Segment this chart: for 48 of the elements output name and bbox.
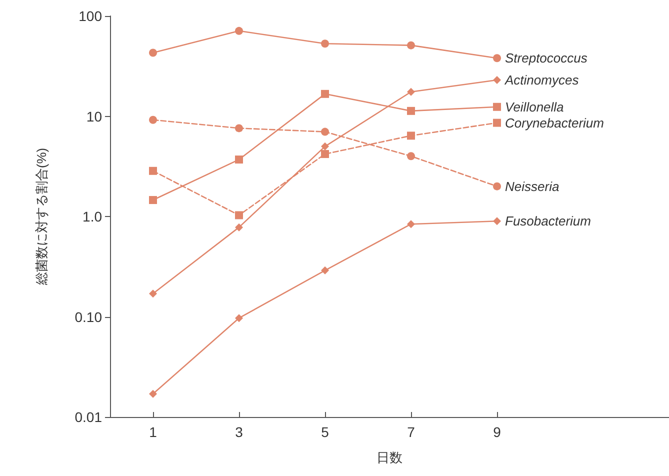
point xyxy=(407,152,415,160)
x-tick-label: 3 xyxy=(235,424,244,440)
series-label: Corynebacterium xyxy=(505,115,604,130)
point xyxy=(407,41,415,50)
series-label: Fusobacterium xyxy=(505,214,592,229)
point xyxy=(149,116,157,124)
x-tick-label: 1 xyxy=(149,424,158,440)
point xyxy=(235,211,243,220)
y-tick-label: 10 xyxy=(86,108,102,124)
y-tick-label: 0.10 xyxy=(74,308,102,325)
point xyxy=(493,182,501,190)
point xyxy=(321,90,329,98)
point xyxy=(321,128,329,136)
point xyxy=(321,150,329,158)
point xyxy=(493,217,501,226)
x-axis-title: 日数 xyxy=(376,450,402,465)
y-axis-title: 総菌数に対する割合(%) xyxy=(34,148,49,286)
x-tick-label: 9 xyxy=(493,424,502,440)
point xyxy=(321,142,329,150)
point xyxy=(493,102,501,111)
series-label: Neisseria xyxy=(505,178,560,194)
point xyxy=(235,314,243,322)
point xyxy=(493,76,501,84)
point xyxy=(149,290,157,298)
x-tick-label: 7 xyxy=(407,424,416,440)
y-tick-label: 100 xyxy=(78,8,102,24)
point xyxy=(407,106,415,115)
point xyxy=(493,118,501,127)
point xyxy=(149,390,157,398)
point xyxy=(235,223,243,232)
point xyxy=(321,266,329,274)
point xyxy=(407,132,415,140)
point xyxy=(321,40,329,48)
series-label: Streptococcus xyxy=(505,50,588,66)
point xyxy=(149,196,157,204)
y-tick-label: 1.0 xyxy=(82,208,102,224)
point xyxy=(149,166,157,175)
point xyxy=(149,48,157,57)
series-label: Actinomyces xyxy=(504,72,580,88)
point xyxy=(493,54,501,62)
point xyxy=(235,156,243,164)
point xyxy=(407,88,415,96)
point xyxy=(235,124,243,132)
y-tick-label: 0.01 xyxy=(74,409,102,425)
point xyxy=(407,220,415,228)
x-tick-label: 5 xyxy=(321,424,330,440)
point xyxy=(235,26,243,35)
series-label: Veillonella xyxy=(505,99,564,114)
